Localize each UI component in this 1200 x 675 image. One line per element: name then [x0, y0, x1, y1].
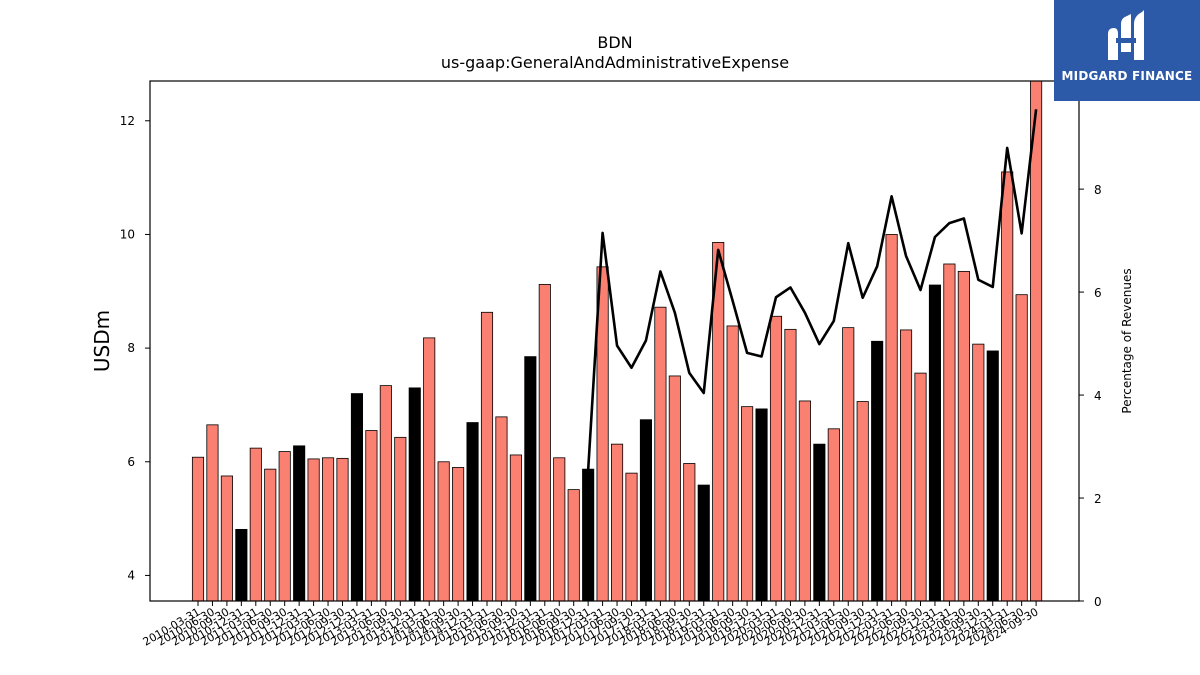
- y-axis-label: USDm: [90, 310, 114, 372]
- bar: [249, 447, 262, 602]
- bar: [408, 387, 421, 602]
- bar: [741, 406, 754, 602]
- bar: [206, 424, 219, 602]
- y-tick-label: 12: [120, 114, 135, 128]
- y-axis-right: 0 2 4 6 8: [1079, 183, 1102, 609]
- bar: [784, 328, 797, 602]
- bar: [755, 408, 768, 602]
- bar: [928, 284, 941, 602]
- bar: [943, 263, 956, 602]
- y-axis-left: 4 6 8 10 12: [120, 114, 150, 582]
- bar: [538, 284, 551, 602]
- bar: [639, 419, 652, 602]
- bar: [278, 451, 291, 602]
- y-right-tick-label: 6: [1094, 286, 1102, 300]
- bar: [321, 457, 335, 602]
- bar: [856, 401, 869, 602]
- bar: [611, 443, 624, 602]
- chart-title: BDN: [597, 33, 632, 52]
- bar: [423, 337, 436, 602]
- bar: [957, 270, 970, 602]
- bar: [235, 528, 248, 602]
- plot-frame: [149, 80, 1080, 602]
- bar: [769, 315, 783, 602]
- y-tick-label: 8: [127, 341, 135, 355]
- bar: [1030, 80, 1043, 602]
- bar: [813, 443, 826, 602]
- brand-logo: MIDGARD FINANCE: [1054, 0, 1200, 101]
- bar: [726, 325, 739, 602]
- bar: [220, 475, 233, 602]
- bar: [885, 234, 898, 602]
- line-layer: [586, 109, 1038, 471]
- midgard-logo-icon: [1108, 10, 1144, 60]
- bars: [191, 80, 1043, 602]
- y-tick-label: 10: [120, 227, 135, 241]
- bar: [668, 375, 681, 602]
- bar: [697, 484, 710, 602]
- bar: [466, 422, 479, 602]
- bar: [480, 311, 494, 602]
- y-tick-label: 6: [127, 455, 135, 469]
- y-right-tick-label: 8: [1094, 183, 1102, 197]
- bar: [683, 463, 696, 602]
- y-right-tick-label: 0: [1094, 595, 1102, 609]
- bar: [567, 489, 580, 602]
- y-right-tick-label: 2: [1094, 492, 1102, 506]
- bar: [336, 457, 349, 602]
- bar: [350, 393, 363, 602]
- bar: [900, 329, 913, 602]
- y-tick-label: 4: [127, 568, 135, 582]
- bar: [509, 454, 522, 602]
- chart-subtitle: us-gaap:GeneralAndAdministrativeExpense: [441, 53, 789, 72]
- bar: [972, 343, 985, 602]
- series-line: [586, 109, 1038, 471]
- bar: [293, 445, 306, 602]
- bar: [654, 306, 667, 602]
- bar: [1015, 294, 1028, 602]
- bar: [264, 468, 277, 602]
- bar: [827, 428, 840, 602]
- bar: [437, 461, 450, 602]
- y-axis-right-label: Percentage of Revenues: [1120, 268, 1134, 413]
- bar: [1001, 171, 1014, 602]
- bar: [365, 430, 378, 602]
- brand-name: MIDGARD FINANCE: [1061, 69, 1193, 83]
- bar: [495, 416, 508, 602]
- bar: [307, 458, 320, 602]
- bar: [986, 350, 999, 602]
- bar: [524, 356, 537, 602]
- bar: [842, 327, 855, 602]
- bar: [379, 385, 392, 602]
- bar: [798, 400, 811, 602]
- bar: [625, 472, 638, 602]
- bar: [394, 436, 407, 602]
- bar: [553, 457, 566, 602]
- bar: [871, 340, 884, 602]
- bar: [582, 468, 595, 602]
- bar: [914, 372, 927, 602]
- bar: [191, 456, 205, 602]
- bar: [452, 467, 465, 602]
- x-axis: 2010-03-312010-06-302010-09-302010-12-31…: [141, 601, 1041, 649]
- y-right-tick-label: 4: [1094, 389, 1102, 403]
